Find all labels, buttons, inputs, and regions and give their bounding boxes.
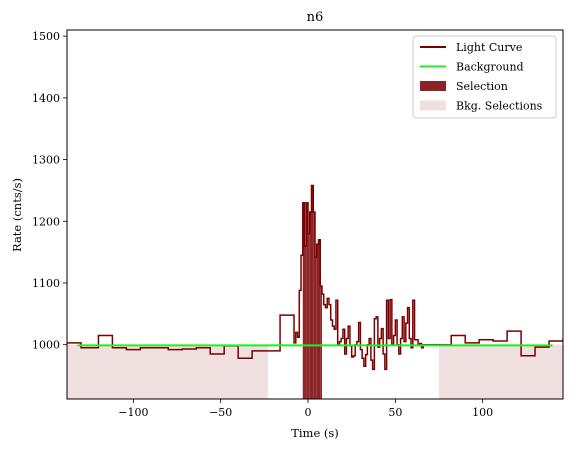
- plot-frame: [66, 29, 564, 400]
- legend-label: Background: [456, 61, 524, 74]
- light-curve-layer: [67, 184, 563, 371]
- x-axis: −100 −50 0 50 100: [118, 399, 493, 419]
- x-tick-label: 100: [472, 406, 493, 419]
- legend-label: Selection: [456, 80, 508, 93]
- x-tick-label: 50: [388, 406, 402, 419]
- legend-label: Bkg. Selections: [456, 100, 543, 113]
- y-tick-label: 1400: [32, 92, 60, 105]
- legend-frame: [412, 35, 557, 119]
- x-tick-label: −50: [209, 406, 232, 419]
- x-tick-label: −100: [118, 406, 148, 419]
- selection-bar: [313, 212, 315, 399]
- y-tick-label: 1100: [32, 277, 60, 290]
- selection-layer: [302, 185, 322, 399]
- y-axis: 1000 1100 1200 1300 1400 1500: [32, 30, 67, 352]
- legend-swatch-patch: [420, 100, 446, 111]
- bkg-selections-layer: [67, 344, 563, 399]
- selection-bar: [316, 244, 319, 399]
- bkg-selection-region: [439, 344, 563, 399]
- selection-bar: [320, 286, 322, 399]
- selection-bar: [311, 185, 314, 399]
- chart-title: n6: [307, 10, 324, 25]
- selection-bar: [308, 233, 310, 399]
- x-axis-label: Time (s): [291, 426, 339, 440]
- selection-bar: [306, 202, 309, 399]
- y-axis-label: Rate (cnts/s): [10, 178, 24, 252]
- legend: Light Curve Background Selection Bkg. Selec…: [412, 35, 557, 119]
- y-tick-label: 1200: [32, 215, 60, 228]
- bkg-selection-region: [67, 344, 268, 399]
- selection-bar: [315, 257, 317, 399]
- light-curve-line: [67, 184, 563, 371]
- legend-swatch-patch: [420, 81, 446, 91]
- x-tick-label: 0: [305, 406, 312, 419]
- legend-label: Light Curve: [456, 41, 522, 54]
- selection-bar: [304, 245, 307, 399]
- selection-bar: [318, 239, 321, 399]
- y-tick-label: 1300: [32, 154, 60, 167]
- selection-bar: [309, 212, 312, 399]
- y-tick-label: 1000: [32, 339, 60, 352]
- y-tick-label: 1500: [32, 30, 60, 43]
- selection-bar: [302, 202, 305, 399]
